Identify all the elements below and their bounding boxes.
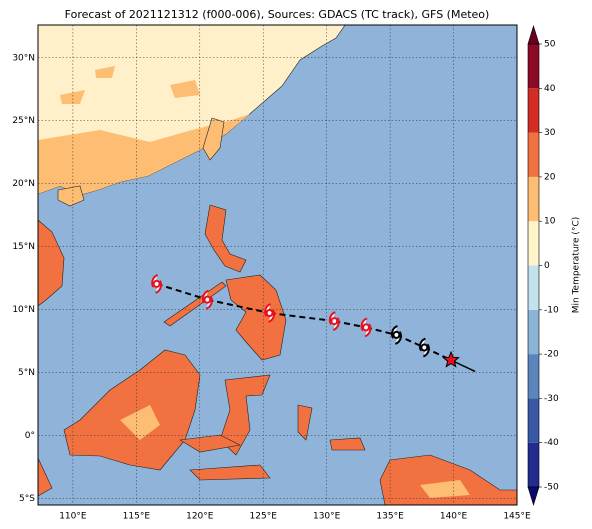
land-mindanao bbox=[225, 274, 287, 361]
storm-symbol bbox=[264, 303, 276, 323]
land-luzon bbox=[204, 204, 247, 273]
storm-symbol bbox=[151, 273, 163, 294]
colorbar-over bbox=[527, 24, 540, 45]
y-tick-label: 10°N bbox=[12, 305, 35, 315]
storm-track bbox=[151, 273, 476, 373]
colorbar-label: Min Temperature (°C) bbox=[572, 217, 582, 314]
colorbar-under bbox=[527, 486, 540, 507]
storm-symbol bbox=[360, 317, 372, 338]
x-tick-label: 110°E bbox=[59, 512, 87, 522]
x-tick-label: 125°E bbox=[250, 512, 278, 522]
colorbar-tick-label: -50 bbox=[544, 483, 559, 493]
land-halmahera bbox=[297, 404, 313, 441]
y-tick-label: 30°N bbox=[12, 53, 35, 63]
map-title: Forecast of 2021121312 (f000-006), Sourc… bbox=[65, 8, 490, 21]
colorbar-tick-label: 20 bbox=[544, 172, 556, 182]
land-inland-warm bbox=[60, 66, 200, 104]
land-palawan bbox=[163, 281, 227, 327]
colorbar-segment bbox=[528, 221, 539, 266]
colorbar-tick-label: 50 bbox=[544, 40, 556, 50]
land-borneo bbox=[63, 349, 201, 471]
storm-symbol bbox=[418, 337, 430, 358]
colorbar-segment bbox=[528, 132, 539, 177]
land-islands bbox=[179, 434, 366, 481]
y-tick-label: 20°N bbox=[12, 179, 35, 189]
land-borneo-highland bbox=[120, 405, 160, 440]
land-hainan bbox=[57, 185, 85, 207]
x-tick-label: 130°E bbox=[313, 512, 341, 522]
land-sulawesi bbox=[219, 374, 271, 456]
colorbar-segment bbox=[528, 354, 539, 399]
track-segment bbox=[269, 312, 335, 323]
x-tick-label: 140°E bbox=[440, 512, 468, 522]
colorbar-tick-label: -10 bbox=[544, 305, 559, 315]
colorbar-segment bbox=[528, 309, 539, 355]
storm-symbol bbox=[390, 325, 402, 345]
colorbar-tick-label: 10 bbox=[544, 217, 556, 227]
x-tick-label: 135°E bbox=[376, 512, 404, 522]
x-tick-label: 145°E bbox=[503, 512, 531, 522]
land-taiwan bbox=[202, 117, 225, 161]
colorbar-tick-label: 40 bbox=[544, 84, 556, 94]
colorbar-tick-label: 30 bbox=[544, 128, 556, 138]
colorbar-tick-label: -30 bbox=[544, 394, 559, 404]
y-tick-label: 15°N bbox=[12, 242, 35, 252]
y-tick-label: 5°S bbox=[19, 494, 35, 504]
map-frame bbox=[37, 24, 518, 506]
colorbar-segment bbox=[528, 44, 539, 89]
map-panel bbox=[37, 24, 518, 506]
colorbar: -50 -40 -30 -20 -10 0 10 20 30 40 50 bbox=[527, 24, 559, 507]
colorbar-tick-label: -40 bbox=[544, 438, 559, 448]
track-segment bbox=[207, 298, 270, 314]
colorbar-tick-label: 0 bbox=[544, 261, 550, 271]
x-tick-label: 120°E bbox=[186, 512, 214, 522]
y-tick-label: 25°N bbox=[12, 116, 35, 126]
y-tick-label: 5°N bbox=[18, 368, 35, 378]
colorbar-segment bbox=[528, 88, 539, 133]
colorbar-segment bbox=[528, 442, 539, 487]
land-ng-highland bbox=[420, 480, 470, 498]
colorbar-segment bbox=[528, 176, 539, 222]
colorbar-segment bbox=[528, 398, 539, 443]
colorbar-tick-label: -20 bbox=[544, 350, 559, 360]
x-tick-label: 115°E bbox=[123, 512, 151, 522]
storm-symbol bbox=[328, 311, 340, 331]
colorbar-segment bbox=[528, 265, 539, 310]
storm-symbol bbox=[201, 289, 213, 310]
track-segment bbox=[156, 282, 208, 301]
y-tick-label: 0° bbox=[25, 431, 35, 441]
current-position-star bbox=[442, 350, 460, 368]
land-south-china bbox=[38, 114, 250, 195]
